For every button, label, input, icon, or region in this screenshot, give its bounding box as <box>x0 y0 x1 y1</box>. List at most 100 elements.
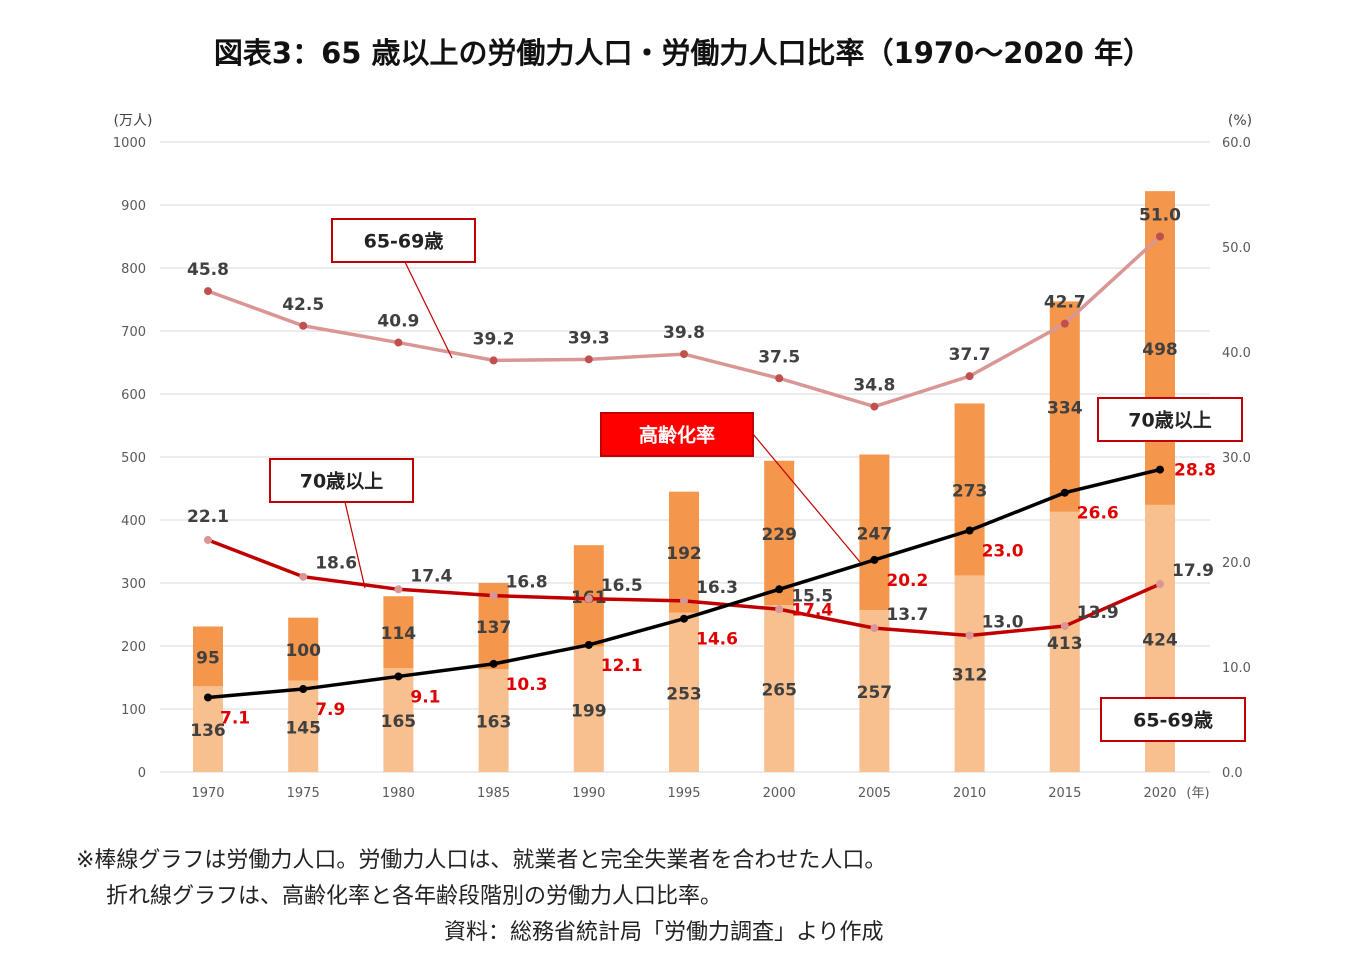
line-aging-rate-point <box>489 659 498 668</box>
line-aging-rate-label: 23.0 <box>982 542 1024 562</box>
line-aging-rate-point <box>584 640 593 649</box>
y-left-tick-label: 1000 <box>113 136 146 151</box>
line-70-plus-label: 13.7 <box>886 605 928 625</box>
bar-label-65-69: 163 <box>476 713 512 733</box>
y-left-tick-label: 500 <box>121 451 146 466</box>
line-70-plus-label: 13.0 <box>982 613 1024 633</box>
y-left-tick-label: 600 <box>121 388 146 403</box>
line-aging-rate-label: 28.8 <box>1174 461 1216 481</box>
x-tick-label: 2015 <box>1048 786 1081 801</box>
line-70-plus-point <box>1156 580 1164 589</box>
line-aging-rate-point <box>680 614 688 623</box>
line-65-69-label: 34.8 <box>853 376 895 396</box>
annotation-aging-rate-label: 高齢化率 <box>639 424 715 447</box>
bar-label-65-69: 312 <box>952 666 988 686</box>
bar-65-69 <box>764 605 795 772</box>
y-right-tick-label: 20.0 <box>1222 556 1251 571</box>
annotation-line-65-69 <box>331 218 476 263</box>
y-left-tick-label: 700 <box>121 325 146 340</box>
line-70-plus-label: 13.9 <box>1077 603 1119 623</box>
line-70-plus-point <box>204 535 212 544</box>
x-tick-label: 2000 <box>763 786 796 801</box>
line-65-69-label: 42.5 <box>282 295 324 315</box>
annotation-line-70-plus <box>269 458 414 503</box>
line-70-plus-point <box>584 594 593 603</box>
bar-label-70-plus: 334 <box>1047 399 1083 419</box>
bar-70-plus <box>859 454 890 611</box>
line-65-69-label: 40.9 <box>377 312 419 332</box>
line-aging-rate-point <box>204 693 212 702</box>
line-aging-rate-label: 14.6 <box>696 630 738 650</box>
line-70-plus-label: 15.5 <box>791 586 833 606</box>
line-65-69-point <box>1060 319 1069 328</box>
bar-label-65-69: 136 <box>190 721 226 741</box>
x-tick-label: 1985 <box>477 786 510 801</box>
y-left-tick-label: 300 <box>121 577 146 592</box>
bar-label-65-69: 265 <box>761 681 797 701</box>
line-65-69-point <box>775 374 784 383</box>
footnote-source: 資料：総務省統計局「労働力調査」より作成 <box>444 920 884 945</box>
y-right-tick-label: 30.0 <box>1222 451 1251 466</box>
line-aging-rate-label: 17.4 <box>791 600 833 620</box>
line-70-plus-label: 22.1 <box>187 507 229 527</box>
line-70-plus-label: 17.4 <box>410 566 452 586</box>
bar-70-plus <box>764 460 795 606</box>
annotation-aging-rate <box>600 412 754 457</box>
bar-70-plus <box>193 626 223 687</box>
y-right-tick-label: 10.0 <box>1222 661 1251 676</box>
line-70-plus-point <box>965 631 974 640</box>
line-70-plus-point <box>680 596 688 605</box>
bar-70-plus <box>669 491 699 613</box>
line-aging-rate-point <box>299 685 308 694</box>
x-tick-label: 1995 <box>667 786 700 801</box>
y-left-tick-label: 400 <box>121 514 146 529</box>
line-70-plus-label: 18.6 <box>315 554 357 574</box>
line-65-69-point <box>299 321 308 330</box>
annotation-aging-rate-leader <box>752 433 861 563</box>
line-65-69-point <box>204 287 212 296</box>
annotation-line-65-69-leader <box>404 261 453 359</box>
line-aging-rate-label: 9.1 <box>410 687 440 707</box>
line-aging-rate-label: 7.9 <box>315 700 345 720</box>
x-tick-label: 1975 <box>287 786 320 801</box>
annotation-line-70-plus-label: 70歳以上 <box>300 471 383 493</box>
bar-label-70-plus: 273 <box>952 481 988 501</box>
footnote-2: 折れ線グラフは、高齢化率と各年齢段階別の労働力人口比率。 <box>106 884 723 909</box>
line-65-69-label: 42.7 <box>1044 293 1086 313</box>
chart-title: 図表3：65 歳以上の労働力人口・労働力人口比率（1970〜2020 年） <box>213 36 1153 70</box>
line-65-69-label: 39.8 <box>663 323 705 343</box>
bar-label-70-plus: 95 <box>196 648 220 668</box>
line-65-69-label: 39.3 <box>568 328 610 348</box>
line-65-69-point <box>870 402 879 411</box>
bar-65-69 <box>1049 511 1080 772</box>
footnote-1: ※棒線グラフは労働力人口。労働力人口は、就業者と完全失業者を合わせた人口。 <box>76 848 887 873</box>
bar-label-70-plus: 137 <box>476 618 512 638</box>
line-70-plus-point <box>299 572 308 581</box>
line-65-69-label: 51.0 <box>1139 206 1181 226</box>
line-65-69-point <box>680 350 688 359</box>
line-65-69-point <box>965 372 974 381</box>
line-aging-rate-label: 10.3 <box>506 675 548 695</box>
x-tick-label: 2020 <box>1143 786 1176 801</box>
bar-65-69 <box>383 668 414 772</box>
annotation-bar-70-plus <box>1097 397 1243 442</box>
bar-70-plus <box>1049 301 1080 512</box>
line-aging-rate-label: 12.1 <box>601 656 643 676</box>
line-65-69-label: 45.8 <box>187 260 229 280</box>
line-70-plus-label: 17.9 <box>1172 561 1214 581</box>
annotation-bar-65-69 <box>1100 697 1246 742</box>
x-tick-label: 2005 <box>858 786 891 801</box>
line-65-69-label: 39.2 <box>473 329 515 349</box>
line-aging-rate-label: 20.2 <box>886 571 928 591</box>
y-left-unit: (万人) <box>114 113 153 129</box>
y-right-tick-label: 0.0 <box>1222 766 1243 781</box>
bar-label-65-69: 424 <box>1142 630 1178 650</box>
y-right-tick-label: 60.0 <box>1222 136 1251 151</box>
bar-70-plus <box>383 596 414 669</box>
y-left-tick-label: 200 <box>121 640 146 655</box>
bar-label-70-plus: 229 <box>761 525 797 545</box>
line-65-69-point <box>584 355 593 364</box>
line-aging-rate-point <box>775 585 784 594</box>
